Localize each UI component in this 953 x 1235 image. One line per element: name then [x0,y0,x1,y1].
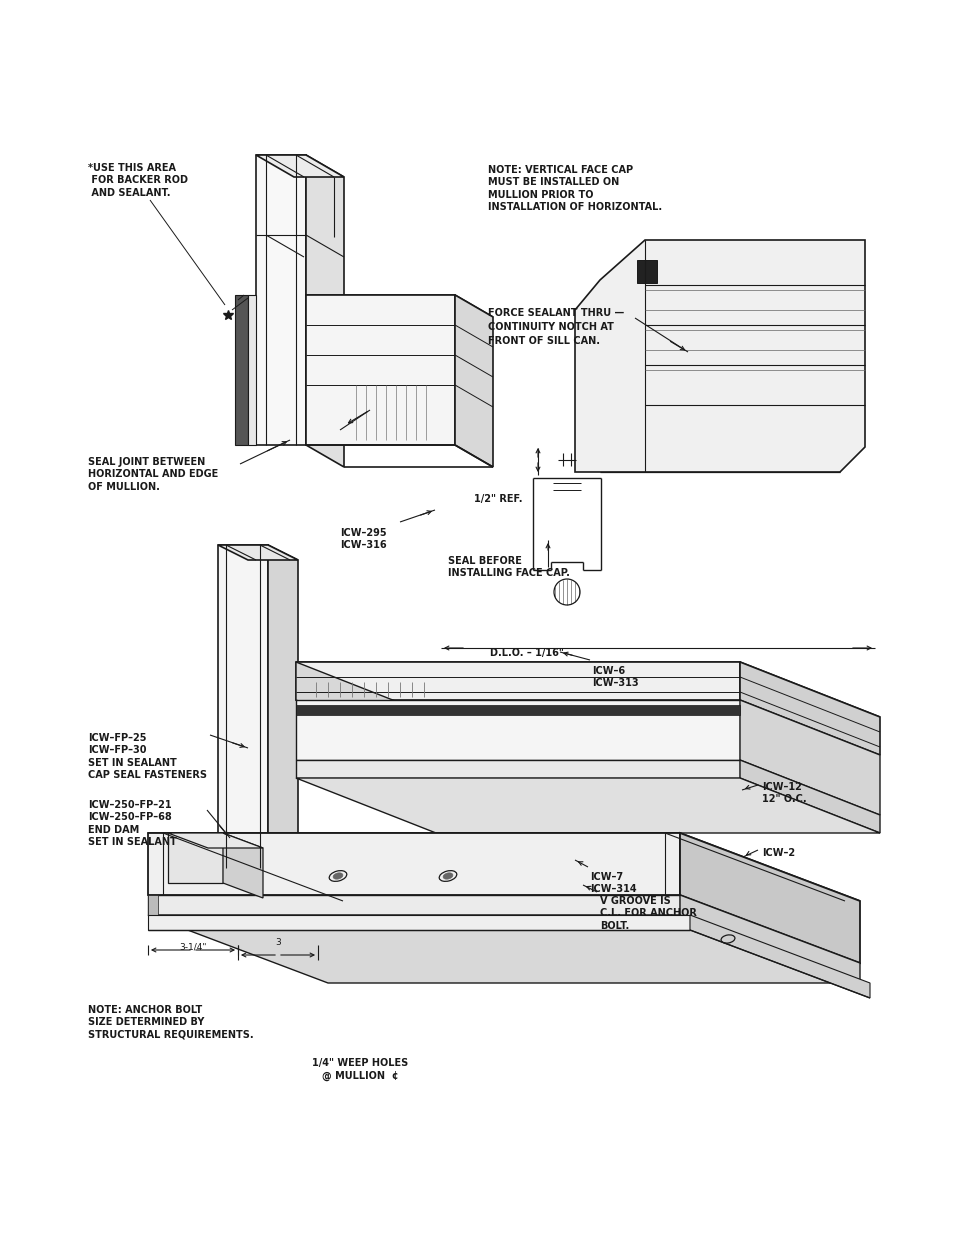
Polygon shape [295,700,740,760]
Polygon shape [268,545,297,883]
Polygon shape [223,832,263,898]
Polygon shape [306,295,493,317]
Text: 3-1/4": 3-1/4" [179,944,207,952]
Text: SEAL JOINT BETWEEN
HORIZONTAL AND EDGE
OF MULLION.: SEAL JOINT BETWEEN HORIZONTAL AND EDGE O… [88,457,218,492]
Text: FRONT OF SILL CAN.: FRONT OF SILL CAN. [488,336,599,346]
Text: D.L.O. – 1/16": D.L.O. – 1/16" [490,648,563,658]
Polygon shape [148,895,158,915]
Text: ICW–295
ICW–316: ICW–295 ICW–316 [339,529,386,551]
Polygon shape [148,915,689,930]
Polygon shape [740,700,879,815]
Polygon shape [295,662,436,755]
Text: 1/2" REF.: 1/2" REF. [474,494,522,504]
Polygon shape [234,295,248,445]
Polygon shape [168,832,263,848]
Polygon shape [148,832,679,895]
Text: ICW–7
ICW–314: ICW–7 ICW–314 [589,872,636,894]
Polygon shape [248,295,255,445]
Polygon shape [689,915,869,998]
Polygon shape [740,662,879,755]
Polygon shape [255,156,306,445]
Polygon shape [168,832,223,883]
Polygon shape [295,760,740,778]
Polygon shape [255,156,344,177]
Text: 3: 3 [274,939,280,947]
Polygon shape [295,778,879,832]
Polygon shape [306,295,455,445]
Text: CONTINUITY NOTCH AT: CONTINUITY NOTCH AT [488,322,613,332]
Text: NOTE: ANCHOR BOLT
SIZE DETERMINED BY
STRUCTURAL REQUIREMENTS.: NOTE: ANCHOR BOLT SIZE DETERMINED BY STR… [88,1005,253,1040]
Ellipse shape [442,873,453,879]
Text: 1/4" WEEP HOLES
@ MULLION  ¢: 1/4" WEEP HOLES @ MULLION ¢ [312,1058,408,1081]
Polygon shape [679,895,859,983]
Polygon shape [679,832,859,963]
Polygon shape [148,895,679,915]
Text: ICW–6
ICW–313: ICW–6 ICW–313 [592,666,638,688]
Text: *USE THIS AREA
 FOR BACKER ROD
 AND SEALANT.: *USE THIS AREA FOR BACKER ROD AND SEALAN… [88,163,188,198]
Polygon shape [295,705,740,715]
Text: NOTE: VERTICAL FACE CAP
MUST BE INSTALLED ON
MULLION PRIOR TO
INSTALLATION OF HO: NOTE: VERTICAL FACE CAP MUST BE INSTALLE… [488,165,661,212]
Text: SEAL BEFORE
INSTALLING FACE CAP.: SEAL BEFORE INSTALLING FACE CAP. [448,556,569,578]
Polygon shape [306,156,344,467]
Polygon shape [295,662,740,700]
Polygon shape [218,545,268,868]
Polygon shape [740,760,879,832]
Text: ICW–250–FP–21
ICW–250–FP–68
END DAM
SET IN SEALANT: ICW–250–FP–21 ICW–250–FP–68 END DAM SET … [88,800,176,847]
Text: ICW–2: ICW–2 [761,848,794,858]
Text: FORCE SEALANT THRU —: FORCE SEALANT THRU — [488,308,623,317]
Polygon shape [148,832,859,902]
Text: V GROOVE IS
C.L. FOR ANCHOR
BOLT.: V GROOVE IS C.L. FOR ANCHOR BOLT. [599,897,696,931]
Polygon shape [455,295,493,467]
Polygon shape [148,915,859,983]
Text: ICW–FP–25
ICW–FP–30
SET IN SEALANT
CAP SEAL FASTENERS: ICW–FP–25 ICW–FP–30 SET IN SEALANT CAP S… [88,734,207,781]
Ellipse shape [333,873,342,879]
Polygon shape [218,545,297,559]
Polygon shape [295,662,879,718]
Polygon shape [637,261,657,283]
Text: ICW–12
12" O.C.: ICW–12 12" O.C. [761,782,806,804]
Polygon shape [575,240,864,472]
